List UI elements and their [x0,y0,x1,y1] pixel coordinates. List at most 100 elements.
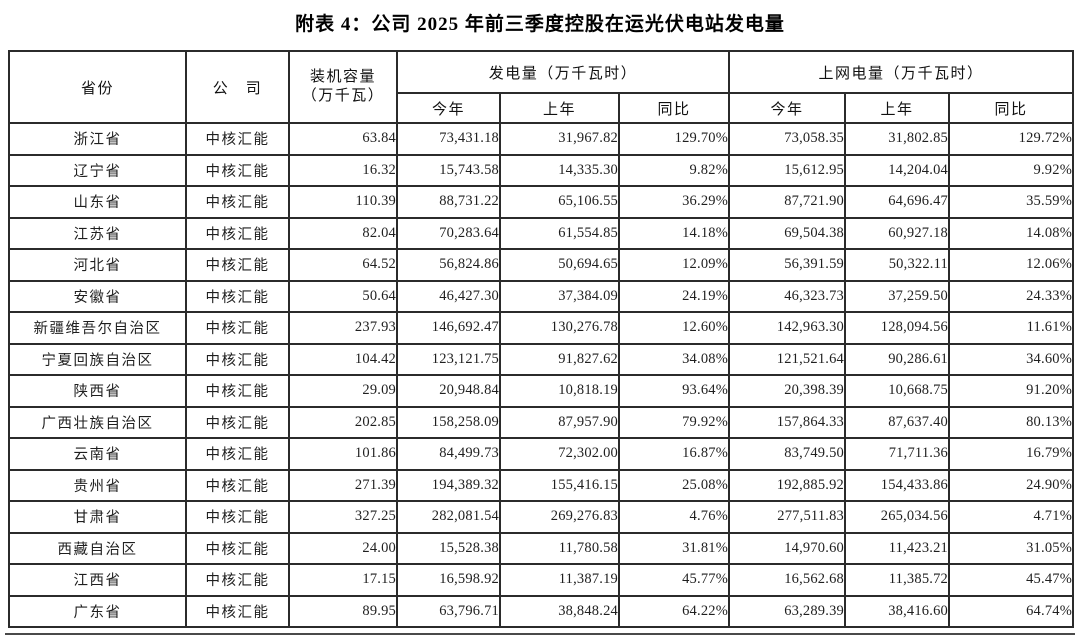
table-cell: 11,780.58 [499,531,620,565]
table-cell: 46,323.73 [728,279,846,313]
table-cell: 265,034.56 [844,500,950,534]
table-cell: 87,957.90 [499,405,620,439]
table-cell: 宁夏回族自治区 [8,342,187,376]
table-cell: 128,094.56 [844,311,950,345]
table-cell: 24.90% [948,468,1074,502]
table-cell: 87,637.40 [844,405,950,439]
table-cell: 142,963.30 [728,311,846,345]
table-cell: 194,389.32 [396,468,501,502]
table-cell: 中核汇能 [185,437,290,471]
table-cell: 陕西省 [8,374,187,408]
table-cell: 25.08% [618,468,730,502]
table-cell: 中核汇能 [185,153,290,187]
table-cell: 110.39 [288,185,398,219]
table-cell: 20,948.84 [396,374,501,408]
table-cell: 129.72% [948,122,1074,156]
col-group-grid-power: 上网电量（万千瓦时） [728,50,1074,94]
col-header-grid-yoy: 同比 [948,92,1074,124]
table-cell: 64.52 [288,248,398,282]
table-cell: 63,796.71 [396,594,501,628]
table-cell: 45.47% [948,563,1074,597]
table-cell: 158,258.09 [396,405,501,439]
table-cell: 11,423.21 [844,531,950,565]
table-cell: 237.93 [288,311,398,345]
table-cell: 91.20% [948,374,1074,408]
table-cell: 89.95 [288,594,398,628]
table-cell: 269,276.83 [499,500,620,534]
table-cell: 16,598.92 [396,563,501,597]
table-cell: 广东省 [8,594,187,628]
table-cell: 65,106.55 [499,185,620,219]
table-cell: 10,818.19 [499,374,620,408]
table-cell: 中核汇能 [185,248,290,282]
table-cell: 38,848.24 [499,594,620,628]
table-cell: 11,387.19 [499,563,620,597]
table-cell: 15,612.95 [728,153,846,187]
table-cell: 121,521.64 [728,342,846,376]
table-cell: 9.92% [948,153,1074,187]
table-row: 山东省 中核汇能 110.39 88,731.22 65,106.55 36.29% 87,… [8,185,1074,219]
table-cell: 中核汇能 [185,374,290,408]
table-cell: 63,289.39 [728,594,846,628]
table-cell: 35.59% [948,185,1074,219]
table-cell: 11.61% [948,311,1074,345]
table-row: 辽宁省 中核汇能 16.32 15,743.58 14,335.30 9.82% 15,61… [8,153,1074,187]
table-row: 陕西省 中核汇能 29.09 20,948.84 10,818.19 93.64% 20,3… [8,374,1074,408]
table-cell: 79.92% [618,405,730,439]
table-cell: 130,276.78 [499,311,620,345]
table-cell: 14,204.04 [844,153,950,187]
table-cell: 20,398.39 [728,374,846,408]
table-cell: 4.71% [948,500,1074,534]
table-cell: 贵州省 [8,468,187,502]
table-cell: 93.64% [618,374,730,408]
col-header-grid-last-year: 上年 [844,92,950,124]
table-cell: 中核汇能 [185,563,290,597]
table-cell: 9.82% [618,153,730,187]
table-cell: 50,322.11 [844,248,950,282]
table-cell: 327.25 [288,500,398,534]
table-cell: 64,696.47 [844,185,950,219]
table-cell: 83,749.50 [728,437,846,471]
header-row-groups: 省份 公 司 装机容量 （万千瓦） 发电量（万千瓦时） 上网电量（万千瓦时） [8,50,1074,124]
table-cell: 14.18% [618,216,730,250]
table-cell: 16,562.68 [728,563,846,597]
table-cell: 山东省 [8,185,187,219]
table-cell: 34.08% [618,342,730,376]
table-cell: 广西壮族自治区 [8,405,187,439]
table-cell: 西藏自治区 [8,531,187,565]
table-row: 甘肃省 中核汇能 327.25 282,081.54 269,276.83 4.76% 27… [8,500,1074,534]
table-cell: 73,058.35 [728,122,846,156]
bottom-rule [5,633,1075,635]
table-cell: 38,416.60 [844,594,950,628]
col-header-capacity: 装机容量 （万千瓦） [288,50,398,124]
table-row: 江西省 中核汇能 17.15 16,598.92 11,387.19 45.77% 16,5… [8,563,1074,597]
table-cell: 中核汇能 [185,594,290,628]
col-header-capacity-line1: 装机容量 [309,69,376,85]
table-cell: 中核汇能 [185,216,290,250]
table-cell: 11,385.72 [844,563,950,597]
table-cell: 63.84 [288,122,398,156]
table-cell: 24.33% [948,279,1074,313]
table-cell: 129.70% [618,122,730,156]
table-cell: 64.22% [618,594,730,628]
table-cell: 10,668.75 [844,374,950,408]
pv-generation-table: 省份 公 司 装机容量 （万千瓦） 发电量（万千瓦时） 上网电量（万千瓦时） 今… [8,50,1074,628]
table-cell: 中核汇能 [185,342,290,376]
table-row: 西藏自治区 中核汇能 24.00 15,528.38 11,780.58 31.81% 14… [8,531,1074,565]
table-cell: 12.60% [618,311,730,345]
table-row: 河北省 中核汇能 64.52 56,824.86 50,694.65 12.09% 56,3… [8,248,1074,282]
table-cell: 12.09% [618,248,730,282]
table-cell: 70,283.64 [396,216,501,250]
table-cell: 江西省 [8,563,187,597]
table-cell: 88,731.22 [396,185,501,219]
table-cell: 61,554.85 [499,216,620,250]
table-cell: 江苏省 [8,216,187,250]
table-cell: 16.32 [288,153,398,187]
table-cell: 浙江省 [8,122,187,156]
table-cell: 中核汇能 [185,311,290,345]
table-cell: 36.29% [618,185,730,219]
col-header-capacity-line2: （万千瓦） [301,88,385,104]
table-cell: 157,864.33 [728,405,846,439]
table-cell: 31,802.85 [844,122,950,156]
table-cell: 辽宁省 [8,153,187,187]
